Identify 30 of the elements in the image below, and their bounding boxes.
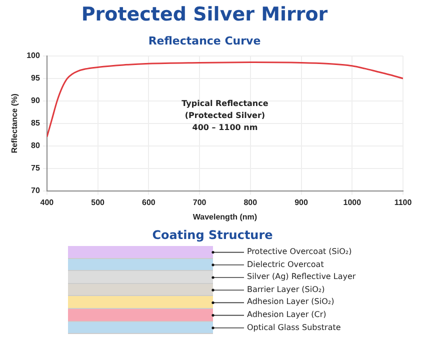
annotation: Typical Reflectance xyxy=(182,99,269,108)
y-tick-label: 95 xyxy=(31,74,40,83)
chart-subtitle: Reflectance Curve xyxy=(148,34,261,48)
y-tick-label: 75 xyxy=(31,164,40,173)
text: Barrier Layer (SiO₂) xyxy=(247,284,326,296)
text: Adhesion Layer (Cr) xyxy=(247,308,328,321)
x-axis-title: Wavelength (nm) xyxy=(192,212,258,222)
text: Protective Overcoat (SiO₂) xyxy=(247,246,353,258)
x-tick-label: 400 xyxy=(40,198,54,207)
annotation: 400 – 1100 nm xyxy=(192,123,258,132)
text: Optical Glass Substrate xyxy=(247,322,342,334)
y-tick-label: 80 xyxy=(31,141,40,150)
x-tick-label: 900 xyxy=(294,198,308,207)
text: Silver (Ag) Reflective Layer xyxy=(247,271,356,284)
x-tick-label: 800 xyxy=(244,198,258,207)
x-tick-label: 500 xyxy=(91,198,106,207)
annotation: (Protected Silver) xyxy=(184,111,266,120)
chart-title: Protected Silver Mirror xyxy=(81,3,328,26)
y-tick-label: 70 xyxy=(31,186,40,196)
x-tick-label: 600 xyxy=(142,198,156,207)
x-tick-label: 1100 xyxy=(394,198,412,207)
text: Dielectric Overcoat xyxy=(247,258,325,271)
y-tick-label: 85 xyxy=(31,118,40,128)
y-tick-label: 90 xyxy=(31,96,40,106)
text: Coating Structure xyxy=(151,227,274,244)
x-tick-label: 1000 xyxy=(343,198,362,207)
y-tick-label: 100 xyxy=(26,51,40,60)
text: Adhesion Layer (SiO₂) xyxy=(247,296,336,308)
x-tick-label: 700 xyxy=(192,198,207,207)
y-axis-title: Reflectance (%) xyxy=(10,93,20,154)
